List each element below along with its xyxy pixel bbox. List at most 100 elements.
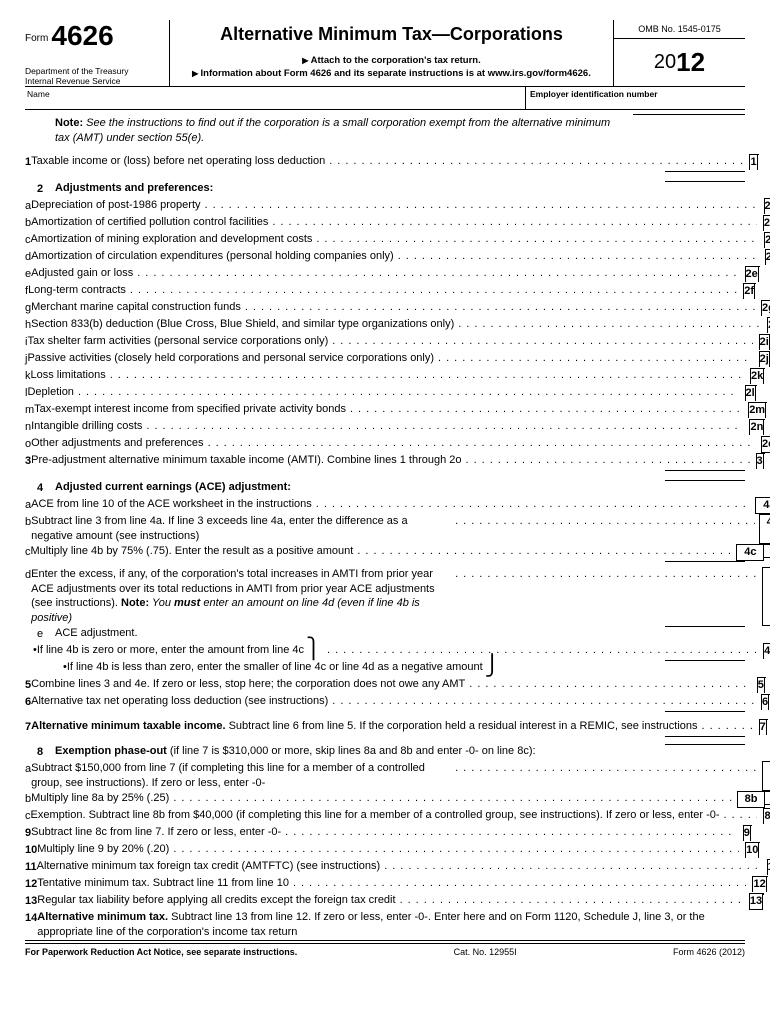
- line-2n: nIntangible drilling costs2n: [25, 419, 745, 436]
- amount-field[interactable]: [758, 154, 759, 155]
- line-text: Multiply line 8a by 25% (.25): [31, 791, 169, 808]
- dot-leader: [438, 351, 753, 366]
- line-5: 5 Combine lines 3 and 4e. If zero or les…: [25, 677, 745, 694]
- spacer: [25, 171, 745, 181]
- line-text: Multiply line 9 by 20% (.20): [37, 842, 169, 857]
- dot-leader: [398, 249, 759, 264]
- dot-leader: [78, 385, 739, 400]
- box-label: 2n: [749, 419, 764, 435]
- line-text: Taxable income or (loss) before net oper…: [31, 154, 325, 169]
- dot-leader: [724, 808, 758, 823]
- header-right: OMB No. 1545-0175 2012: [613, 20, 745, 86]
- header-left: Form 4626 Department of the Treasury Int…: [25, 20, 170, 86]
- amount-field[interactable]: [766, 402, 767, 403]
- amount-field[interactable]: [763, 893, 764, 895]
- form-body: Note: See the instructions to find out i…: [25, 114, 745, 940]
- dot-leader: [146, 419, 743, 434]
- line-text: Tax-exempt interest income from specifie…: [34, 402, 346, 417]
- box-label: 1: [749, 154, 757, 170]
- note-text: See the instructions to find out if the …: [55, 117, 610, 144]
- line-text: Alternative tax net operating loss deduc…: [31, 694, 328, 709]
- dot-leader: [130, 283, 737, 298]
- dot-leader: [400, 893, 743, 908]
- dot-leader: [466, 453, 750, 468]
- dot-leader: [455, 567, 758, 626]
- amount-field[interactable]: [751, 825, 752, 826]
- inner-amount-field[interactable]: [764, 544, 770, 558]
- line-num: 13: [25, 893, 37, 909]
- line-4c: c Multiply line 4b by 75% (.75). Enter t…: [25, 544, 745, 561]
- amount-field[interactable]: [764, 419, 765, 420]
- dot-leader: [272, 215, 757, 230]
- dot-leader: [137, 266, 738, 281]
- line-num: 8: [25, 744, 55, 760]
- box-label: 2j: [759, 351, 770, 367]
- line-2f: fLong-term contracts2f: [25, 283, 745, 300]
- inner-amount-field[interactable]: [765, 791, 770, 805]
- line-text: Amortization of mining exploration and d…: [31, 232, 313, 247]
- line-text: Regular tax liability before applying al…: [37, 893, 395, 908]
- dot-leader: [327, 643, 757, 658]
- department-block: Department of the Treasury Internal Reve…: [25, 66, 163, 86]
- line-7: 7 Alternative minimum taxable income. Su…: [25, 719, 745, 736]
- form-label: Form: [25, 33, 48, 44]
- line-text: Adjusted gain or loss: [31, 266, 133, 281]
- box-label: 2a: [764, 198, 770, 214]
- box-label: 2f: [743, 283, 755, 299]
- line-text: Intangible drilling costs: [31, 419, 142, 434]
- line-1: 1 Taxable income or (loss) before net op…: [25, 154, 745, 171]
- line-num: e: [25, 626, 55, 642]
- form-number: 4626: [51, 20, 113, 52]
- line-2m: mTax-exempt interest income from specifi…: [25, 402, 745, 419]
- box-label: 6: [761, 694, 769, 710]
- line-num: 12: [25, 876, 37, 892]
- inner-box-label: 4a: [755, 497, 770, 514]
- line-4-header: 4 Adjusted current earnings (ACE) adjust…: [25, 480, 745, 497]
- box-label: 2k: [750, 368, 764, 384]
- box-shaded: [633, 114, 665, 115]
- footer-cat: Cat. No. 12955I: [454, 947, 517, 957]
- amount-field[interactable]: [759, 266, 760, 267]
- amount-field[interactable]: [756, 385, 757, 386]
- amount-field[interactable]: [759, 842, 760, 843]
- spacer: [25, 470, 745, 480]
- ein-field[interactable]: Employer identification number: [525, 87, 745, 109]
- line-text: Subtract line 8c from line 7. If zero or…: [31, 825, 281, 840]
- line-num: 4: [25, 480, 55, 496]
- amount-field[interactable]: [755, 283, 756, 284]
- box-label: 9: [743, 825, 751, 841]
- dot-leader: [316, 497, 752, 514]
- amount-field[interactable]: [764, 453, 765, 454]
- form-title: Alternative Minimum Tax—Corporations: [176, 24, 607, 45]
- box-label: 2e: [745, 266, 759, 282]
- box-label: 13: [749, 893, 763, 910]
- line-text: Pre-adjustment alternative minimum taxab…: [31, 453, 461, 468]
- inner-box-label: 8b: [737, 791, 765, 808]
- line-4e-bullet2: • If line 4b is less than zero, enter th…: [25, 660, 745, 677]
- dept-line-2: Internal Revenue Service: [25, 76, 163, 86]
- box-label: 12: [752, 876, 766, 892]
- amount-field[interactable]: [764, 368, 765, 369]
- bullet-text: If line 4b is less than zero, enter the …: [67, 660, 483, 675]
- section-header: Adjusted current earnings (ACE) adjustme…: [55, 480, 291, 495]
- dot-leader: [293, 876, 747, 891]
- line-9: 9Subtract line 8c from line 7. If zero o…: [25, 825, 745, 842]
- name-ein-row: Name Employer identification number: [25, 87, 745, 110]
- year-bold: 12: [676, 47, 705, 78]
- line-text: Alternative minimum taxable income. Subt…: [31, 719, 697, 734]
- name-field[interactable]: Name: [25, 87, 525, 109]
- line-text: Alternative minimum tax. Subtract line 1…: [37, 910, 760, 940]
- line-num: 2: [25, 181, 55, 197]
- line-13: 13Regular tax liability before applying …: [25, 893, 745, 910]
- box-label: 3: [756, 453, 764, 469]
- amount-field[interactable]: [765, 677, 766, 678]
- line-4a: a ACE from line 10 of the ACE worksheet …: [25, 497, 745, 514]
- amt-shaded: [665, 114, 745, 115]
- amount-field[interactable]: [767, 876, 768, 877]
- line-8c: c Exemption. Subtract line 8b from $40,0…: [25, 808, 745, 825]
- line-text: Exemption phase-out (if line 7 is $310,0…: [55, 744, 536, 759]
- inner-box-label: 4c: [736, 544, 764, 561]
- dot-leader: [469, 677, 751, 692]
- amount-field[interactable]: [767, 719, 768, 720]
- line-num: 11: [25, 859, 37, 875]
